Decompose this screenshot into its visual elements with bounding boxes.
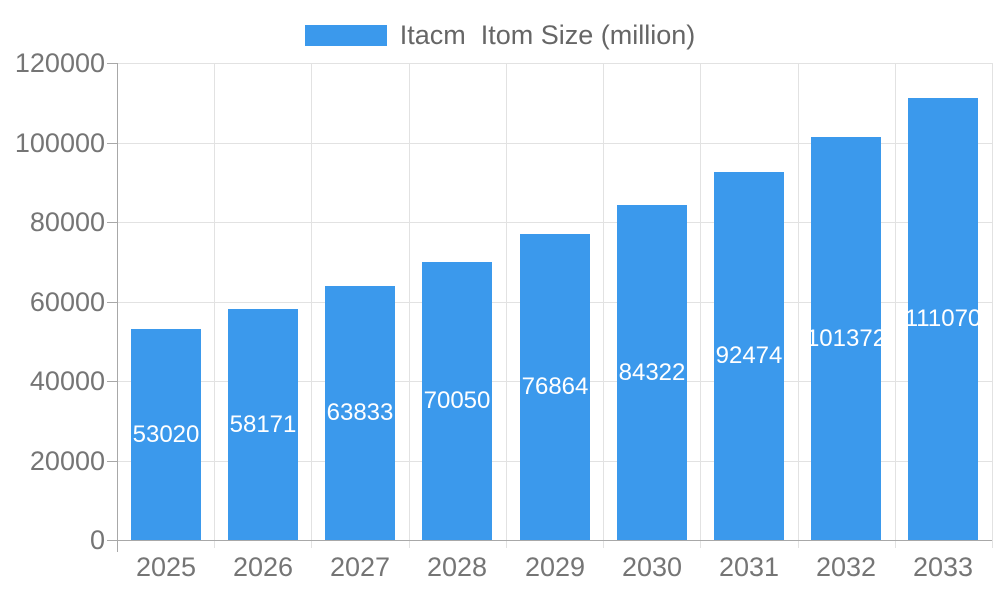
y-axis-tick xyxy=(107,302,117,303)
gridline-vertical xyxy=(603,63,604,548)
bar-value-label: 101372 xyxy=(811,324,881,352)
bar: 101372 xyxy=(811,137,881,540)
bar: 92474 xyxy=(714,172,784,540)
bar-value-label: 111070 xyxy=(908,305,978,332)
legend: Itacm Itom Size (million) xyxy=(0,20,1000,51)
bar-value-label: 92474 xyxy=(715,342,783,369)
gridline-vertical xyxy=(311,63,312,548)
y-axis-label: 60000 xyxy=(29,287,105,317)
y-axis-tick xyxy=(107,143,117,144)
y-axis-label: 0 xyxy=(89,525,105,555)
x-axis-line xyxy=(117,540,992,541)
gridline-horizontal xyxy=(117,222,992,223)
bar: 58171 xyxy=(228,309,298,540)
y-axis-line xyxy=(117,63,118,552)
y-axis-label: 100000 xyxy=(14,128,105,158)
gridline-vertical xyxy=(895,63,896,548)
x-axis-label: 2033 xyxy=(912,552,974,582)
bar-value-label: 63833 xyxy=(326,399,394,426)
x-axis-label: 2026 xyxy=(232,552,294,582)
bar-value-label: 70050 xyxy=(423,387,491,414)
x-axis-label: 2025 xyxy=(135,552,197,582)
legend-label: Itacm Itom Size (million) xyxy=(399,20,696,50)
bar: 76864 xyxy=(520,234,590,540)
bar: 70050 xyxy=(422,262,492,540)
bar-value-label: 58171 xyxy=(229,410,297,438)
y-axis-label: 120000 xyxy=(14,48,105,78)
gridline-vertical xyxy=(506,63,507,548)
gridline-vertical xyxy=(214,63,215,548)
x-axis-label: 2031 xyxy=(718,552,780,582)
gridline-vertical xyxy=(992,63,993,548)
legend-swatch xyxy=(304,25,387,46)
bar-value-label: 53020 xyxy=(132,420,200,448)
y-axis-label: 40000 xyxy=(29,366,105,396)
y-axis-tick xyxy=(107,381,117,382)
bar-value-label: 76864 xyxy=(521,373,589,400)
bar-value-label: 84322 xyxy=(618,358,686,386)
y-axis-label: 80000 xyxy=(29,207,105,237)
x-axis-label: 2029 xyxy=(524,552,586,582)
y-axis-tick xyxy=(107,63,117,64)
y-axis-tick xyxy=(107,461,117,462)
y-axis-tick xyxy=(107,540,117,541)
bar: 63833 xyxy=(325,286,395,540)
gridline-vertical xyxy=(798,63,799,548)
x-axis-label: 2032 xyxy=(815,552,877,582)
bar: 84322 xyxy=(617,205,687,540)
y-axis-label: 20000 xyxy=(29,446,105,476)
gridline-vertical xyxy=(409,63,410,548)
y-axis-tick xyxy=(107,222,117,223)
gridline-vertical xyxy=(700,63,701,548)
x-axis-label: 2030 xyxy=(621,552,683,582)
bar: 111070 xyxy=(908,98,978,540)
x-axis-label: 2028 xyxy=(426,552,488,582)
x-axis-label: 2027 xyxy=(329,552,391,582)
gridline-horizontal xyxy=(117,143,992,144)
gridline-horizontal xyxy=(117,63,992,64)
bar: 53020 xyxy=(131,329,201,540)
